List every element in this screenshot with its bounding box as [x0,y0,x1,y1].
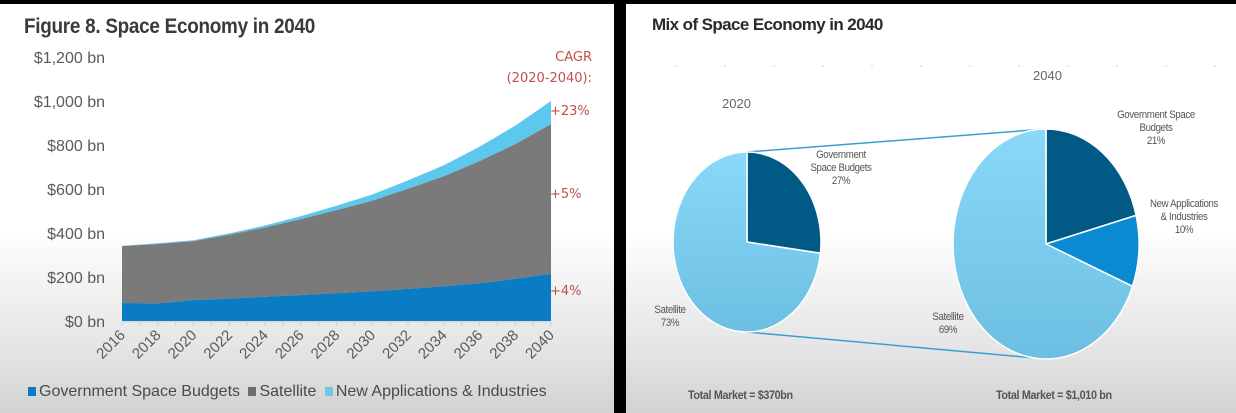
grid-dot [1116,65,1118,67]
y-tick-label: $800 bn [47,138,105,155]
pie-2040-slice-new-applications-industries [1043,214,1140,288]
label-line: New Applications [1149,198,1219,210]
pie-2040-slice-government-space-budgets [1045,128,1137,246]
legend-item-satellite: Satellite [248,383,316,401]
legend-swatch-new-applications [324,387,333,396]
x-tick-label: 2032 [379,327,415,363]
label-line: 27% [831,175,851,187]
x-tick-label: 2030 [343,327,379,363]
pie-2020-label-satellite: Satellite 73% [644,304,697,330]
legend-label-satellite: Satellite [259,383,317,400]
pie-2040-total: Total Market = $1,010 bn [996,388,1112,402]
area-chart: $0 bn $200 bn $400 bn $600 bn $800 bn $1,000 … [34,50,558,363]
grid-dot [920,65,922,67]
label-line: Government Space [1117,109,1195,121]
connector-line-bottom [746,331,1047,360]
pie-charts [672,65,1216,360]
label-line: & Industries [1160,211,1208,223]
pie-2040-slice-satellite [952,128,1134,360]
y-tick-label: $0 bn [65,314,105,331]
legend-item-new-applications: New Applications & Industries [324,383,547,401]
area-series-satellite [122,124,551,304]
grid-dot [871,65,873,67]
legend-item-government: Government Space Budgets [28,383,240,401]
label-line: Satellite [654,304,686,316]
pie-2040-label-new-applications: New Applications & Industries 10% [1138,198,1230,237]
label-line: Satellite [932,311,964,323]
legend-label-new-applications: New Applications & Industries [335,383,547,400]
pie-2040-label-government: Government Space Budgets 21% [1103,109,1209,148]
grid-dot [724,65,726,67]
y-tick-label: $200 bn [47,270,105,287]
cagr-new-applications: +23% [550,104,590,119]
pie-2020-year: 2020 [722,96,751,111]
pie-chart-panel: Mix of Space Economy in 2040 2020 2040 G… [626,4,1236,413]
grid-dot [675,65,677,67]
x-tick-label: 2038 [486,327,522,363]
x-tick-label: 2018 [129,327,165,363]
pie-2020-label-government: Government Space Budgets 27% [793,149,890,188]
y-tick-label: $1,000 bn [34,94,105,111]
cagr-header: CAGR (2020-2040): [507,47,592,89]
pie-2040-label-satellite: Satellite 69% [922,311,975,337]
pie-2020-total: Total Market = $370bn [688,388,793,402]
grid-dot [1165,65,1167,67]
grid-dot [773,65,775,67]
cagr-satellite: +5% [550,187,582,202]
cagr-header-line1: CAGR [555,50,592,65]
label-line: Government [816,149,866,161]
y-tick-label: $1,200 bn [34,50,105,67]
legend-label-government: Government Space Budgets [39,383,241,400]
chart-title: Figure 8. Space Economy in 2040 [24,15,315,38]
x-tick-label: 2024 [236,327,272,363]
area-series-government-space-budgets [122,273,551,321]
x-tick-label: 2026 [272,327,308,363]
label-line: 69% [938,324,958,336]
legend-swatch-satellite [248,387,257,396]
pie-2020-slice-satellite [672,151,822,333]
grid-dot [1067,65,1069,67]
pie-panel-title: Mix of Space Economy in 2040 [652,15,883,34]
chart-legend: Government Space Budgets Satellite New A… [28,383,551,401]
cagr-government: +4% [550,284,582,299]
x-tick-label: 2022 [200,327,236,363]
label-line: 10% [1174,224,1194,236]
y-tick-label: $600 bn [47,182,105,199]
x-tick-label: 2034 [415,327,451,363]
label-line: Budgets [1139,122,1173,134]
grid-dot [1214,65,1216,67]
x-tick-label: 2020 [165,327,201,363]
label-line: Space Budgets [810,162,872,174]
legend-swatch-government [28,387,36,396]
label-line: 21% [1146,135,1166,147]
area-chart-panel: Figure 8. Space Economy in 2040 $0 bn $20… [0,4,614,413]
label-line: 73% [660,317,680,329]
grid-dot [1018,65,1020,67]
x-tick-label: 2016 [93,327,129,363]
x-tick-label: 2040 [522,327,558,363]
connector-line-top [746,128,1047,153]
x-tick-label: 2036 [451,327,487,363]
pie-2040-year: 2040 [1033,68,1062,83]
pie-2020-slice-government-space-budgets [746,151,822,255]
y-tick-label: $400 bn [47,226,105,243]
grid-dot [822,65,824,67]
grid-dot [969,65,971,67]
cagr-header-line2: (2020-2040): [506,71,592,86]
x-tick-label: 2028 [308,327,344,363]
